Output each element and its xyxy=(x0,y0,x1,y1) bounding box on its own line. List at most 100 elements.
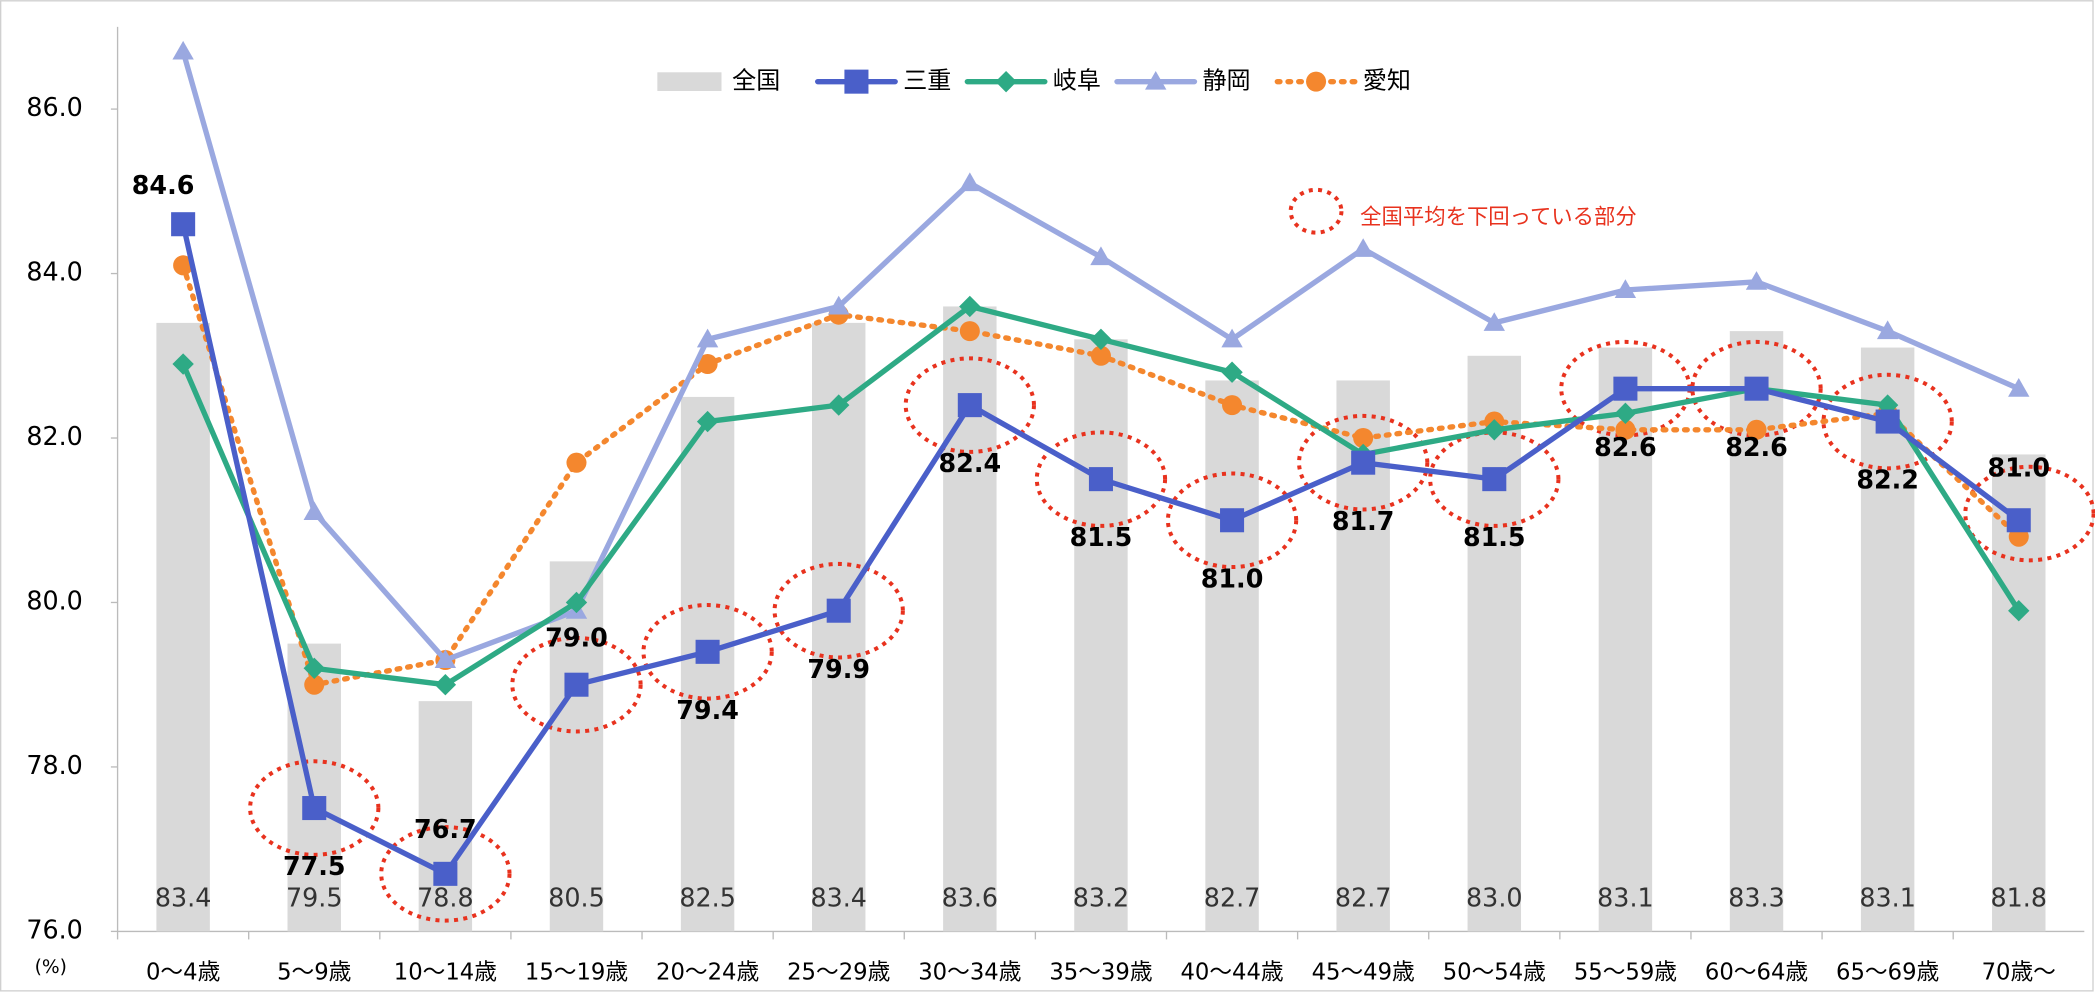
highlight-ellipse xyxy=(379,825,512,923)
marker xyxy=(696,410,719,433)
data-label: 82.6 xyxy=(1594,432,1657,462)
bar-label: 78.8 xyxy=(417,882,474,912)
x-tick-label: 55～59歳 xyxy=(1574,959,1677,985)
highlight-ellipse xyxy=(903,356,1036,454)
x-tick-label: 20～24歳 xyxy=(656,959,759,985)
legend-label: 三重 xyxy=(903,67,951,95)
highlight-ellipse xyxy=(1297,413,1430,512)
bar-label: 80.5 xyxy=(548,882,605,912)
marker xyxy=(695,639,720,664)
x-tick-label: 5～9歳 xyxy=(277,959,351,985)
bar xyxy=(1205,380,1259,932)
annotation: 全国平均を下回っている部分 xyxy=(1360,205,1637,230)
marker xyxy=(1090,345,1111,366)
bar-label: 83.1 xyxy=(1859,882,1916,912)
y-tick-label: 78.0 xyxy=(26,750,83,780)
highlight-ellipse xyxy=(1165,471,1299,570)
x-tick-label: 10～14歳 xyxy=(394,959,497,985)
marker xyxy=(1351,450,1376,475)
data-label: 79.4 xyxy=(676,695,739,725)
y-tick-label: 86.0 xyxy=(26,92,83,122)
bar xyxy=(156,322,210,932)
x-tick-label: 60～64歳 xyxy=(1705,959,1808,985)
bar-label: 81.8 xyxy=(1991,882,2048,912)
y-tick-label: 82.0 xyxy=(26,421,83,451)
marker xyxy=(1615,419,1636,440)
data-label: 81.5 xyxy=(1070,522,1133,552)
highlight-ellipse xyxy=(1963,464,2095,563)
marker xyxy=(1090,246,1112,266)
x-tick-label: 65～69歳 xyxy=(1836,959,1939,985)
data-label: 76.7 xyxy=(414,814,477,844)
marker xyxy=(697,353,718,375)
unit-label: (%) xyxy=(35,957,67,978)
marker xyxy=(172,40,194,60)
highlight-ellipse xyxy=(1821,372,1954,471)
bar xyxy=(1074,339,1128,932)
data-label: 81.0 xyxy=(1201,563,1264,593)
marker xyxy=(828,295,850,315)
data-label: 84.6 xyxy=(132,170,195,200)
x-tick-label: 40～44歳 xyxy=(1180,959,1283,985)
marker xyxy=(1088,467,1113,492)
legend-label: 全国 xyxy=(732,67,780,95)
marker xyxy=(696,328,719,348)
x-tick-label: 45～49歳 xyxy=(1312,959,1415,985)
annotation-icon xyxy=(1288,187,1344,235)
marker xyxy=(959,172,981,192)
highlight-ellipse xyxy=(248,759,381,857)
marker xyxy=(1746,419,1767,440)
bar xyxy=(1598,347,1653,932)
bar xyxy=(418,701,473,932)
marker xyxy=(957,393,982,418)
bar-label: 83.0 xyxy=(1466,882,1523,912)
highlight-ellipse xyxy=(641,603,774,701)
marker xyxy=(1614,402,1637,425)
data-label: 79.9 xyxy=(807,654,870,684)
highlight-ellipse xyxy=(510,635,643,734)
marker xyxy=(995,70,1017,93)
x-tick-label: 35～39歳 xyxy=(1049,959,1152,985)
marker xyxy=(172,353,194,375)
marker xyxy=(1613,376,1638,401)
marker xyxy=(304,674,325,695)
marker xyxy=(1483,419,1505,441)
marker xyxy=(1221,328,1243,348)
data-label: 81.0 xyxy=(1987,452,2050,482)
marker xyxy=(1744,376,1769,401)
marker xyxy=(826,598,851,623)
y-tick-label: 76.0 xyxy=(26,914,83,944)
highlight-ellipse xyxy=(1034,430,1168,528)
bar-label: 82.7 xyxy=(1204,882,1261,912)
marker xyxy=(1876,320,1899,340)
marker xyxy=(844,69,869,94)
x-tick-label: 70歳～ xyxy=(1982,959,2056,985)
bar-label: 79.5 xyxy=(286,882,343,912)
legend-label: 愛知 xyxy=(1363,67,1411,95)
marker xyxy=(434,674,457,696)
data-label: 82.4 xyxy=(939,448,1002,478)
data-label: 82.6 xyxy=(1725,432,1788,462)
data-label: 79.0 xyxy=(545,622,608,652)
bar-label: 82.7 xyxy=(1335,882,1392,912)
bar-label: 83.4 xyxy=(155,882,212,912)
x-tick-label: 15～19歳 xyxy=(525,959,628,985)
marker xyxy=(1614,279,1637,299)
marker xyxy=(1220,508,1245,533)
marker xyxy=(1745,271,1768,290)
marker xyxy=(2008,377,2030,397)
marker xyxy=(1145,70,1167,90)
marker xyxy=(1875,409,1900,434)
marker xyxy=(303,501,325,521)
marker xyxy=(2006,508,2031,533)
marker xyxy=(1352,238,1374,257)
marker xyxy=(566,452,587,473)
marker xyxy=(828,394,850,416)
bar xyxy=(1860,347,1915,932)
bar xyxy=(811,322,866,932)
legend-label: 岐阜 xyxy=(1053,67,1101,95)
marker xyxy=(1221,361,1243,383)
marker xyxy=(1483,312,1505,331)
legend-swatch xyxy=(657,72,722,91)
marker xyxy=(2008,600,2030,622)
